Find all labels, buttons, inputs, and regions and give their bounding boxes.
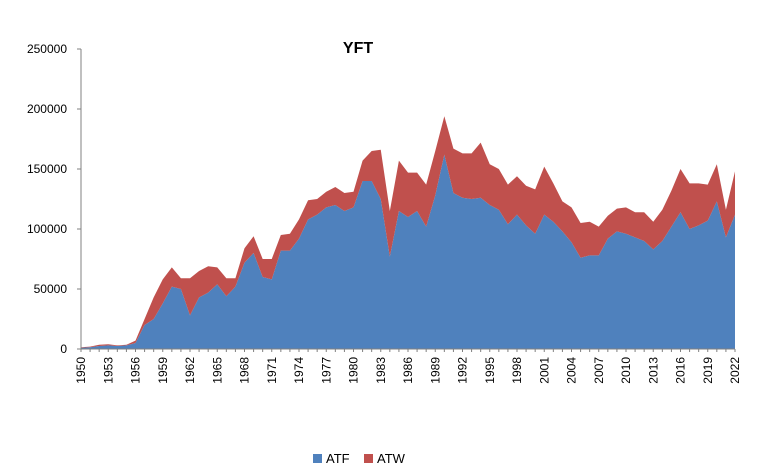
x-tick-label: 1959 <box>156 357 170 384</box>
x-tick-label: 1971 <box>265 357 279 384</box>
x-tick-label: 2013 <box>646 357 660 384</box>
x-tick-label: 1977 <box>319 357 333 384</box>
legend-swatch-atw <box>364 454 373 463</box>
x-tick-label: 2010 <box>619 357 633 384</box>
x-tick-label: 1968 <box>238 357 252 384</box>
legend: ATF ATW <box>313 451 406 465</box>
x-tick-label: 1965 <box>210 357 224 384</box>
area-series-atw <box>81 116 735 348</box>
x-tick-label: 1995 <box>483 357 497 384</box>
x-tick-label: 1989 <box>428 357 442 384</box>
area-layer <box>81 116 735 349</box>
y-tick-label: 200000 <box>27 102 67 116</box>
x-tick-label: 1953 <box>101 357 115 384</box>
x-tick-label: 1956 <box>129 357 143 384</box>
chart-title: YFT <box>343 40 373 57</box>
legend-swatch-atf <box>313 454 322 463</box>
x-tick-label: 1980 <box>347 357 361 384</box>
y-tick-label: 250000 <box>27 42 67 56</box>
x-tick-labels: 1950 1953 1956 1959 1962 1965 1968 1971 1974 1977… <box>74 349 742 384</box>
y-tick-label: 150000 <box>27 162 67 176</box>
x-tick-label: 2001 <box>537 357 551 384</box>
x-tick-label: 1998 <box>510 357 524 384</box>
y-tick-labels: 0 50000 100000 150000 200000 250000 <box>27 42 81 356</box>
area-series-atf <box>81 154 735 349</box>
x-tick-label: 2004 <box>565 357 579 384</box>
x-tick-label: 2016 <box>674 357 688 384</box>
x-tick-label: 1962 <box>183 357 197 384</box>
x-tick-label: 2019 <box>701 357 715 384</box>
x-tick-label: 1950 <box>74 357 88 384</box>
x-tick-label: 1986 <box>401 357 415 384</box>
x-tick-label: 2007 <box>592 357 606 384</box>
y-tick-label: 100000 <box>27 222 67 236</box>
x-tick-label: 1992 <box>456 357 470 384</box>
legend-label-atw: ATW <box>377 451 406 465</box>
legend-label-atf: ATF <box>326 451 350 465</box>
y-tick-label: 0 <box>60 342 67 356</box>
x-tick-label: 2022 <box>728 357 742 384</box>
x-tick-label: 1974 <box>292 357 306 384</box>
y-tick-label: 50000 <box>34 282 68 296</box>
x-tick-label: 1983 <box>374 357 388 384</box>
